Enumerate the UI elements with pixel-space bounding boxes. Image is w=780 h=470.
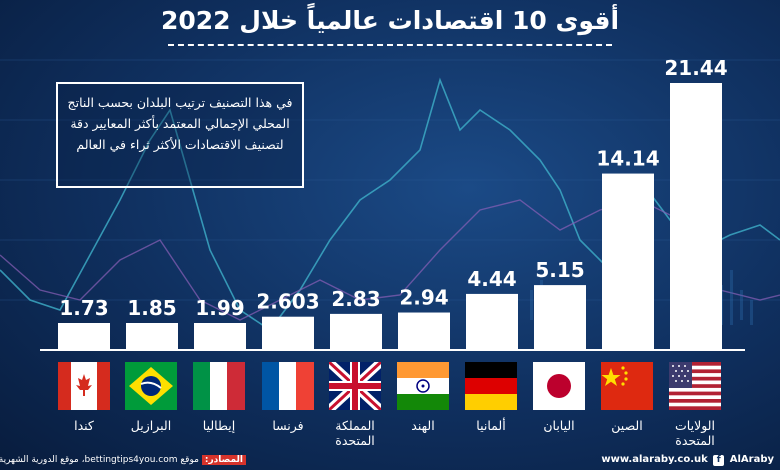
japan-flag-icon: [533, 362, 585, 410]
bar-value-label-3: 2.603: [256, 290, 319, 314]
chart-title: أقوى 10 اقتصادات عالمياً خلال 2022: [160, 6, 620, 35]
brand-handle[interactable]: AlAraby: [729, 454, 774, 465]
bar-1: [126, 323, 178, 349]
canada-flag-icon: [58, 362, 110, 410]
china-flag-icon: [601, 362, 653, 410]
bar-9: [670, 83, 722, 349]
bar-4: [330, 313, 382, 349]
category-label-canada: كندا: [74, 418, 94, 433]
category-label-brazil: البرازيل: [130, 418, 172, 433]
bar-3: [262, 316, 314, 349]
usa-flag-icon: [669, 362, 721, 410]
india-flag-icon: [397, 362, 449, 410]
category-label-france: فرنسا: [272, 418, 304, 433]
category-label-uk: المملكة المتحدة: [335, 418, 375, 448]
category-label-japan: اليابان: [543, 418, 575, 433]
bar-value-label-9: 21.44: [664, 56, 727, 80]
bar-value-label-2: 1.99: [195, 296, 244, 320]
bar-value-label-5: 2.94: [399, 286, 448, 310]
info-box: في هذا التصنيف ترتيب البلدان بحسب الناتج…: [56, 82, 304, 188]
bar-value-label-4: 2.83: [331, 287, 380, 311]
title-divider: [168, 44, 612, 46]
category-label-india: الهند: [411, 418, 435, 433]
italy-flag-icon: [193, 362, 245, 410]
bar-0: [58, 323, 110, 349]
source-text: موقع bettingtips4you.com، موقع الدورية ا…: [0, 455, 199, 465]
brand-footer[interactable]: www.alaraby.co.uk f AlAraby: [601, 452, 774, 468]
bar-7: [534, 285, 586, 349]
bar-value-label-1: 1.85: [127, 296, 176, 320]
brazil-flag-icon: [125, 362, 177, 410]
bar-value-label-6: 4.44: [467, 267, 516, 291]
info-text: في هذا التصنيف ترتيب البلدان بحسب الناتج…: [67, 95, 293, 152]
facebook-icon[interactable]: f: [713, 455, 725, 466]
germany-flag-icon: [465, 362, 517, 410]
bar-value-label-7: 5.15: [535, 258, 584, 282]
bar-2: [194, 323, 246, 349]
france-flag-icon: [262, 362, 314, 410]
source-tag: المصادر:: [201, 455, 246, 465]
bar-value-label-0: 1.73: [59, 296, 108, 320]
brand-url[interactable]: www.alaraby.co.uk: [601, 454, 708, 465]
category-label-italy: إيطاليا: [202, 418, 236, 433]
category-label-china: الصين: [611, 418, 643, 433]
bar-8: [602, 173, 654, 349]
uk-flag-icon: [329, 362, 381, 410]
category-label-germany: ألمانيا: [476, 418, 506, 433]
bar-6: [466, 293, 518, 349]
category-label-usa: الولايات المتحدة: [675, 418, 715, 448]
bar-5: [398, 312, 450, 349]
source-note: المصادر: موقع bettingtips4you.com، موقع …: [0, 452, 252, 468]
bar-value-label-8: 14.14: [596, 147, 659, 171]
